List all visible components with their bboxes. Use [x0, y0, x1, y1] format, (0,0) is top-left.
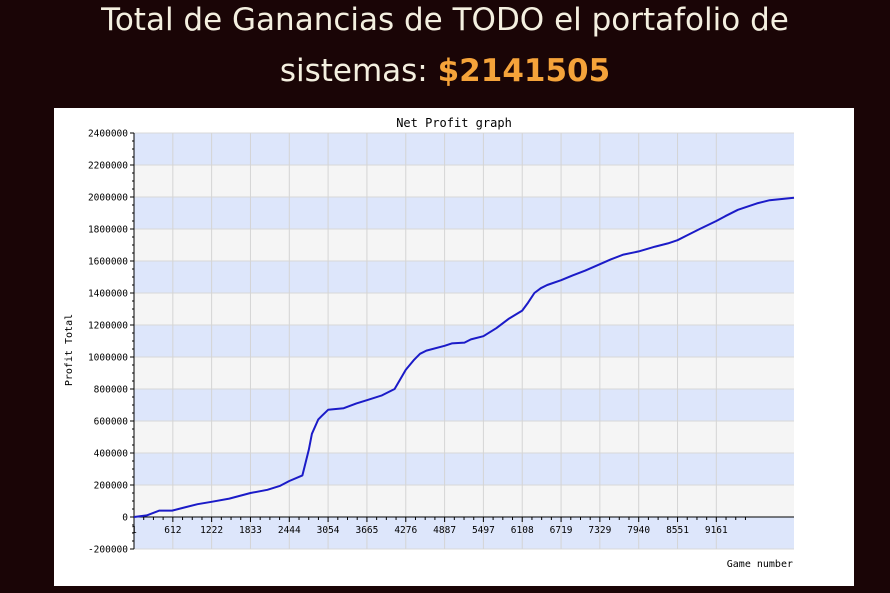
x-axis-label: Game number: [727, 559, 793, 570]
band-12: [134, 133, 794, 165]
y-tick-label-2: 200000: [94, 481, 129, 492]
y-tick-label-11: 2000000: [88, 193, 128, 204]
headline: Total de Ganancias de TODO el portafolio…: [0, 0, 890, 92]
headline-line-2: sistemas: $2141505: [0, 46, 890, 92]
chart-title: Net Profit graph: [396, 116, 512, 130]
y-tick-label-12: 2200000: [88, 161, 128, 172]
y-tick-label-7: 1200000: [88, 321, 128, 332]
x-tick-label-2: 1222: [200, 525, 223, 536]
y-tick-label-4: 600000: [94, 417, 129, 428]
band-9: [134, 229, 794, 261]
headline-line-1: Total de Ganancias de TODO el portafolio…: [101, 2, 789, 38]
chart-grid: [133, 132, 794, 550]
headline-prefix: sistemas:: [279, 53, 438, 89]
x-tick-label-5: 3054: [317, 525, 340, 536]
band-10: [134, 197, 794, 229]
band-11: [134, 165, 794, 197]
y-tick-label-0: -200000: [88, 545, 128, 556]
y-tick-label-13: 2400000: [88, 129, 128, 140]
band-5: [134, 357, 794, 389]
y-tick-label-6: 1000000: [88, 353, 128, 364]
net-profit-chart: -200000 0 200000 400000 600000 800000 1000000 1…: [64, 116, 795, 570]
x-tick-label-10: 6108: [511, 525, 534, 536]
y-tick-label-9: 1600000: [88, 257, 128, 268]
x-tick-label-15: 9161: [705, 525, 728, 536]
x-tick-label-6: 3665: [355, 525, 378, 536]
y-axis-label: Profit Total: [64, 314, 75, 386]
band-7: [134, 293, 794, 325]
chart-panel: -200000 0 200000 400000 600000 800000 1000000 1…: [54, 108, 854, 586]
y-tick-label-8: 1400000: [88, 289, 128, 300]
x-tick-label-4: 2444: [278, 525, 301, 536]
x-tick-label-12: 7329: [588, 525, 611, 536]
x-tick-label-0: 1: [131, 525, 137, 536]
x-tick-label-14: 8551: [666, 525, 689, 536]
total-amount: $2141505: [437, 53, 611, 89]
band-2: [134, 453, 794, 485]
y-tick-label-3: 400000: [94, 449, 129, 460]
band-6: [134, 325, 794, 357]
x-tick-label-7: 4276: [394, 525, 417, 536]
band-3: [134, 421, 794, 453]
y-tick-label-10: 1800000: [88, 225, 128, 236]
y-axis-ticks: -200000 0 200000 400000 600000 800000 1000000 1…: [88, 129, 134, 556]
x-tick-label-13: 7940: [627, 525, 650, 536]
y-tick-label-1: 0: [122, 513, 128, 524]
x-tick-label-8: 4887: [433, 525, 456, 536]
band-8: [134, 261, 794, 293]
x-tick-label-11: 6719: [550, 525, 573, 536]
band-4: [134, 389, 794, 421]
x-axis-ticks: 1 612 1222 1833 2444 3054 3665 4276 4887 5497 6108…: [131, 517, 746, 536]
band-0: [134, 517, 794, 549]
x-tick-label-3: 1833: [239, 525, 262, 536]
x-tick-label-1: 612: [164, 525, 181, 536]
y-tick-label-5: 800000: [94, 385, 129, 396]
x-tick-label-9: 5497: [472, 525, 495, 536]
band-1: [134, 485, 794, 517]
chart-series: [133, 196, 795, 518]
series-line-0: [133, 196, 795, 518]
chart-bands: [134, 133, 794, 549]
